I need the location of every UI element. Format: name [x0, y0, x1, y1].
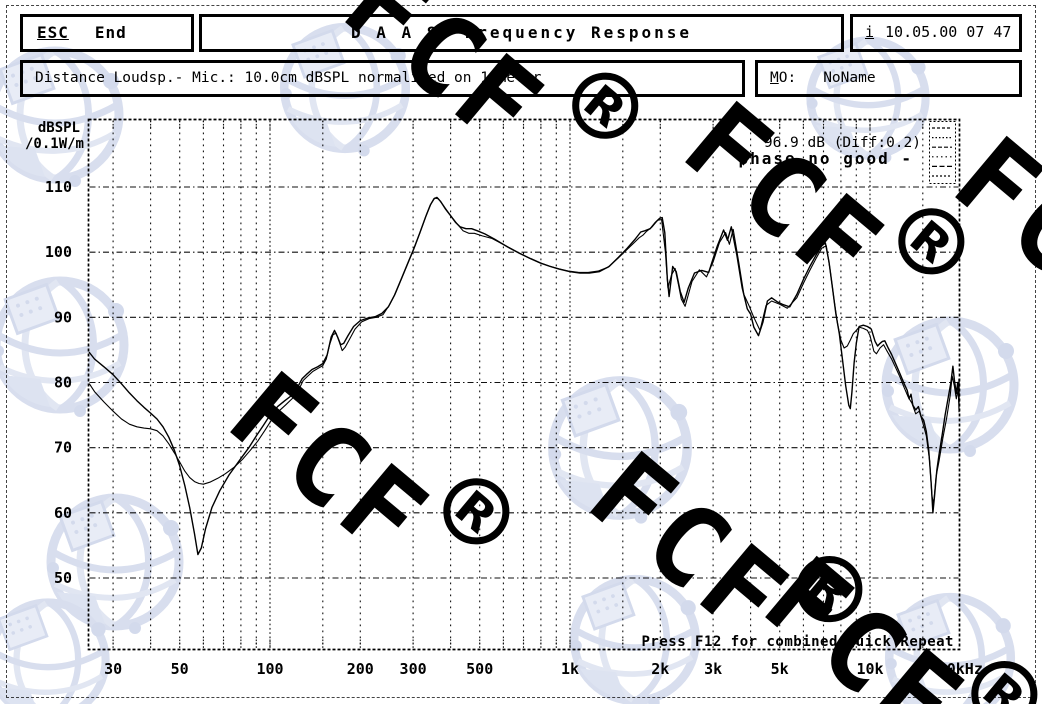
phase-status: phase no good - — [739, 149, 914, 168]
y-axis-tick-label: 100 — [45, 243, 72, 261]
x-axis-tick-label: 100 — [256, 660, 283, 678]
y-axis-tick-label: 50 — [54, 569, 72, 587]
y-axis-title-line2: /0.1W/m — [25, 136, 84, 152]
mo-hotkey: M — [770, 70, 779, 86]
x-axis-tick-label: 5k — [771, 660, 789, 678]
mo-label: O: — [778, 70, 797, 86]
x-axis-tick-label: 2k — [651, 660, 669, 678]
legend-box — [929, 121, 956, 184]
x-axis-tick-label: 3k — [704, 660, 722, 678]
x-axis-tick-label: 20kHz — [938, 660, 983, 678]
title-bar: D A A S Frequency Response — [199, 14, 844, 52]
response-curve-2 — [88, 197, 960, 504]
y-axis-tick-label: 70 — [54, 439, 72, 457]
x-axis-tick-label: 500 — [466, 660, 493, 678]
x-axis-tick-label: 50 — [171, 660, 189, 678]
x-axis-tick-label: 30 — [104, 660, 122, 678]
x-axis-tick-label: 10k — [856, 660, 883, 678]
x-axis-tick-label: 200 — [347, 660, 374, 678]
response-curve-1 — [88, 196, 960, 556]
info-hotkey: i — [865, 23, 875, 41]
y-axis-tick-label: 90 — [54, 308, 72, 326]
footer-hint: Press F12 for combined Quick Repeat — [641, 634, 954, 650]
y-axis-tick-label: 80 — [54, 374, 72, 392]
y-axis-tick-label: 60 — [54, 504, 72, 522]
y-axis-tick-label: 110 — [45, 178, 72, 196]
esc-hotkey: ESC — [37, 23, 69, 42]
y-axis-title-line1: dBSPL — [38, 120, 80, 136]
grid — [89, 120, 959, 649]
page-title: D A A S Frequency Response — [350, 23, 693, 42]
x-axis-tick-label: 300 — [400, 660, 427, 678]
x-axis-tick-label: 1k — [561, 660, 579, 678]
esc-label: End — [94, 23, 127, 42]
